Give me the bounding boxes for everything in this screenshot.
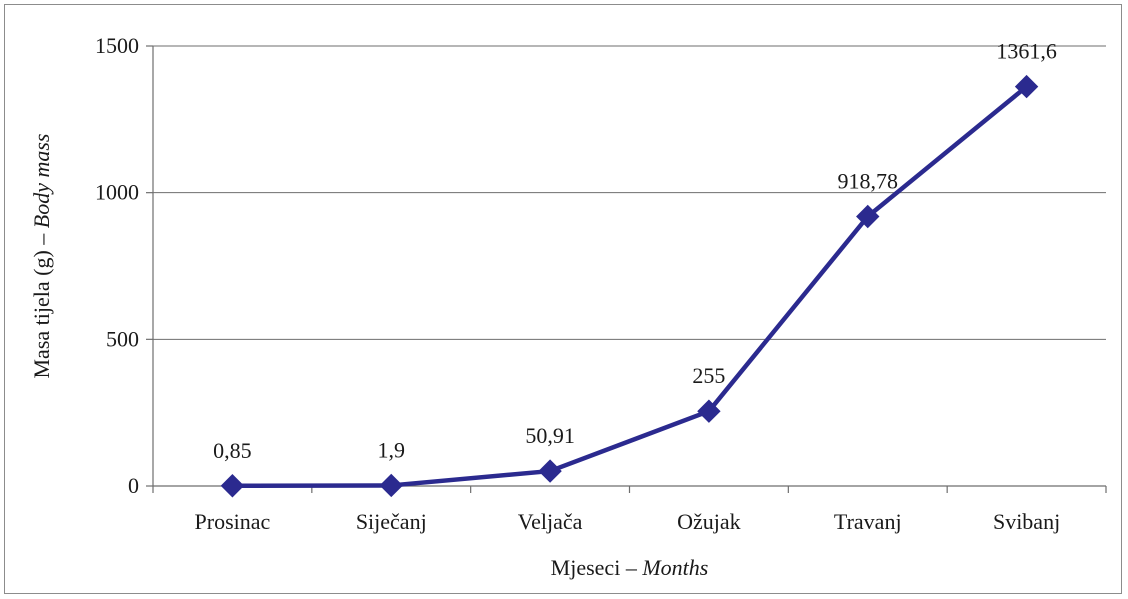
data-series xyxy=(220,74,1039,498)
data-point-marker xyxy=(697,399,721,423)
data-label: 1,9 xyxy=(378,437,406,462)
chart-frame: 0 500 1000 1500 Prosinac Siječanj Veljača Ožuja… xyxy=(4,4,1122,594)
data-point-marker xyxy=(220,474,245,498)
x-tick-label: Siječanj xyxy=(356,509,427,534)
y-tick-label: 0 xyxy=(128,473,139,498)
y-axis-title-main: Masa tijela (g) – xyxy=(29,228,54,378)
y-axis-title: Masa tijela (g) – Body mass xyxy=(29,133,54,378)
data-label: 1361,6 xyxy=(996,39,1057,64)
y-tick-label: 1000 xyxy=(95,180,139,205)
data-label: 255 xyxy=(692,363,725,388)
series-line xyxy=(230,84,1029,489)
data-point-marker xyxy=(856,204,880,229)
line-chart: 0 500 1000 1500 Prosinac Siječanj Veljača Ožuja… xyxy=(29,33,1107,580)
data-point-marker xyxy=(1014,74,1039,99)
x-tick-label: Ožujak xyxy=(677,509,741,534)
x-tick-label: Travanj xyxy=(834,509,902,534)
y-tick-label: 1500 xyxy=(95,33,139,58)
data-point-marker xyxy=(379,473,403,498)
data-labels: 0,85 1,9 50,91 255 918,78 1361,6 xyxy=(213,39,1057,463)
gridlines xyxy=(153,45,1106,340)
x-tick-label: Veljača xyxy=(518,509,583,534)
data-point-marker xyxy=(538,459,562,483)
y-axis-title-italic: Body mass xyxy=(29,133,54,228)
y-tick-label: 500 xyxy=(106,326,139,351)
x-tick-label: Prosinac xyxy=(195,509,271,534)
data-label: 918,78 xyxy=(838,168,899,193)
x-axis-title-italic: Months xyxy=(641,555,708,580)
data-label: 0,85 xyxy=(213,438,252,463)
x-axis-title: Mjeseci – Months xyxy=(551,555,709,580)
x-tick-label: Svibanj xyxy=(993,509,1060,534)
x-axis-title-main: Mjeseci – xyxy=(551,555,643,580)
data-label: 50,91 xyxy=(525,423,575,448)
